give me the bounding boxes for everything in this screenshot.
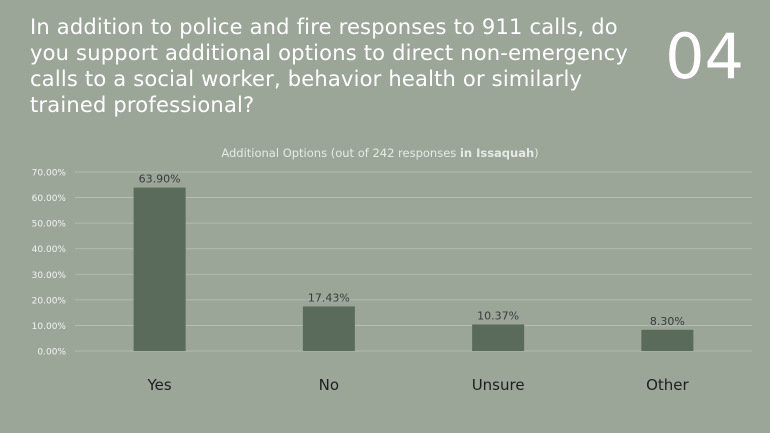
y-tick-label: 60.00% bbox=[32, 194, 67, 204]
y-tick-label: 0.00% bbox=[37, 348, 66, 358]
y-tick-label: 30.00% bbox=[32, 271, 67, 281]
chart-title-suffix: ) bbox=[534, 146, 539, 160]
bar-unsure bbox=[472, 324, 525, 351]
bar-no bbox=[302, 306, 355, 351]
y-tick-label: 20.00% bbox=[32, 296, 67, 306]
category-label-yes: Yes bbox=[147, 376, 172, 394]
x-axis-categories: Yes No Unsure Other bbox=[147, 376, 690, 394]
data-label-unsure: 10.37% bbox=[477, 309, 519, 322]
chart-title-prefix: Additional Options (out of 242 responses bbox=[221, 146, 460, 160]
bars bbox=[133, 187, 694, 351]
chart-title-bold: in Issaquah bbox=[460, 146, 534, 160]
y-tick-label: 40.00% bbox=[32, 245, 67, 255]
data-label-yes: 63.90% bbox=[139, 173, 181, 186]
chart-title: Additional Options (out of 242 responses… bbox=[221, 146, 538, 160]
data-labels: 63.90% 17.43% 10.37% 8.30% bbox=[139, 173, 685, 328]
y-tick-label: 10.00% bbox=[32, 322, 67, 332]
slide-question: In addition to police and fire responses… bbox=[30, 15, 628, 117]
y-axis-ticks: 0.00% 10.00% 20.00% 30.00% 40.00% 50.00% 60.00… bbox=[32, 169, 67, 358]
data-label-no: 17.43% bbox=[308, 291, 350, 304]
bar-other bbox=[641, 329, 694, 351]
y-tick-label: 70.00% bbox=[32, 169, 67, 179]
category-label-unsure: Unsure bbox=[472, 376, 525, 394]
slide-number: 04 bbox=[665, 20, 744, 93]
category-label-no: No bbox=[319, 376, 339, 394]
category-label-other: Other bbox=[646, 376, 689, 394]
bar-yes bbox=[133, 187, 186, 351]
y-tick-label: 50.00% bbox=[32, 220, 67, 230]
gridlines bbox=[75, 171, 752, 352]
data-label-other: 8.30% bbox=[650, 315, 685, 328]
